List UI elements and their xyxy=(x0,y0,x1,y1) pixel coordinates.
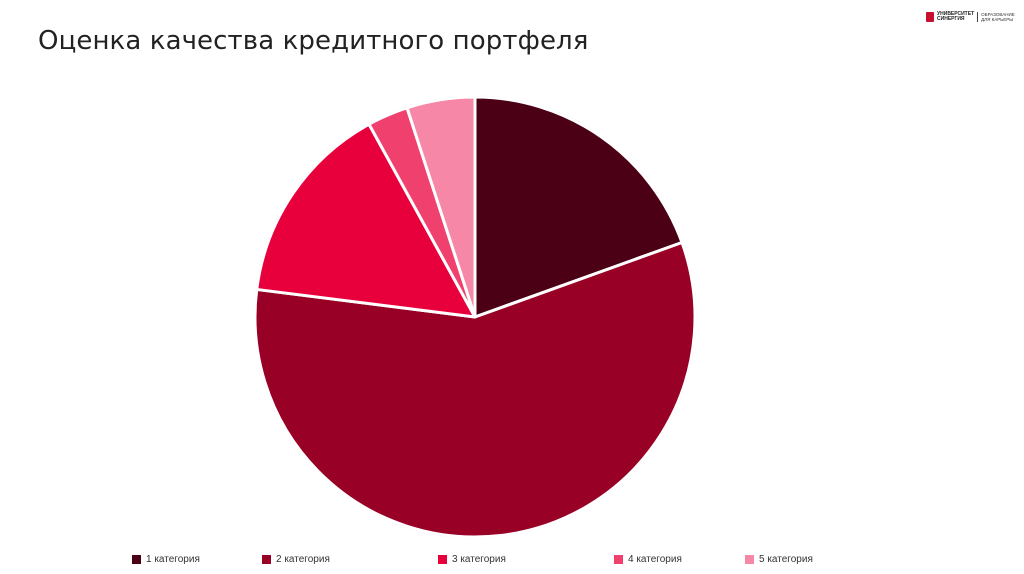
legend-item-1: 1 категория xyxy=(132,554,200,565)
logo-line-2: СИНЕРГИЯ xyxy=(937,16,965,22)
university-logo: УНИВЕРСИТЕТ СИНЕРГИЯ ОБРАЗОВАНИЕ ДЛЯ КАР… xyxy=(926,12,1015,22)
logo-sub-1: ОБРАЗОВАНИЕ xyxy=(981,12,1015,17)
legend-item-4: 4 категория xyxy=(614,554,682,565)
logo-sub-2: ДЛЯ КАРЬЕРЫ xyxy=(981,17,1014,22)
legend-item-5: 5 категория xyxy=(745,554,813,565)
chart-legend: 1 категория 2 категория 3 категория 4 катег… xyxy=(0,554,1024,570)
legend-item-3: 3 категория xyxy=(438,554,506,565)
legend-item-2: 2 категория xyxy=(262,554,330,565)
legend-label-4: 4 категория xyxy=(628,554,682,565)
logo-mark-icon xyxy=(926,12,934,22)
legend-swatch-4 xyxy=(614,555,623,564)
pie-slice-2 xyxy=(253,240,697,539)
pie-slice-3 xyxy=(255,122,477,319)
logo-divider xyxy=(977,12,979,22)
page-title: Оценка качества кредитного портфеля xyxy=(38,26,589,56)
legend-label-2: 2 категория xyxy=(276,554,330,565)
legend-swatch-5 xyxy=(745,555,754,564)
logo-line-1: УНИВЕРСИТЕТ xyxy=(937,11,975,17)
pie-slice-5 xyxy=(405,95,477,319)
legend-label-1: 1 категория xyxy=(146,554,200,565)
legend-swatch-1 xyxy=(132,555,141,564)
legend-swatch-2 xyxy=(262,555,271,564)
legend-label-5: 5 категория xyxy=(759,554,813,565)
pie-chart xyxy=(253,95,697,539)
legend-label-3: 3 категория xyxy=(452,554,506,565)
pie-slice-1 xyxy=(473,95,684,319)
legend-swatch-3 xyxy=(438,555,447,564)
